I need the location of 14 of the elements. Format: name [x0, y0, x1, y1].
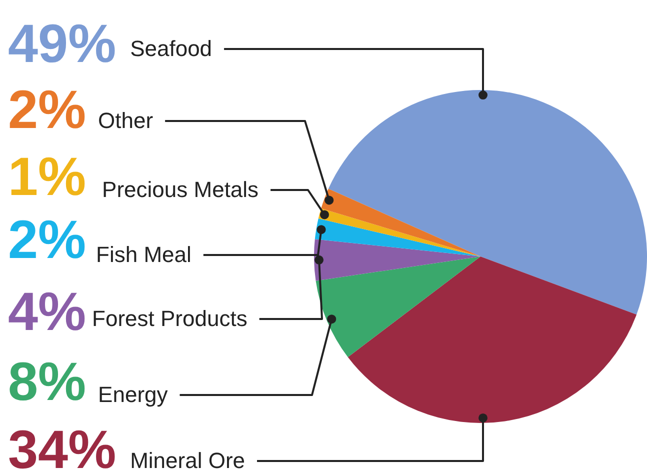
data-label: 2% — [8, 80, 86, 140]
data-label: 2% — [8, 210, 86, 270]
slice-label: Other — [98, 108, 154, 133]
slice-label: Seafood — [130, 36, 212, 61]
slice-label: Fish Meal — [96, 242, 192, 267]
slice-label: Precious Metals — [102, 177, 259, 202]
data-label: 34% — [8, 420, 116, 473]
data-label: 49% — [8, 14, 116, 74]
slice-label: Energy — [98, 382, 168, 407]
data-label: 1% — [8, 147, 86, 207]
data-label: 4% — [8, 282, 86, 342]
slice-label: Forest Products — [92, 306, 248, 331]
slice-label: Mineral Ore — [130, 448, 245, 473]
data-label: 8% — [8, 352, 86, 412]
